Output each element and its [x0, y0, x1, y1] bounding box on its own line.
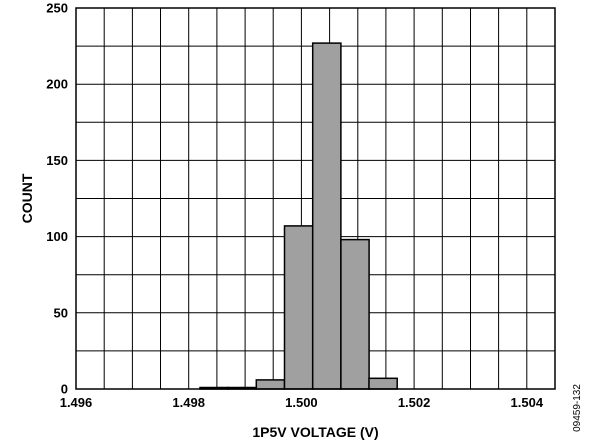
histogram-bar [368, 377, 398, 390]
figure-id: 09459-132 [572, 384, 583, 432]
x-tick-label: 1.504 [511, 395, 544, 410]
x-tick-labels: 1.496 1.498 1.500 1.502 1.504 [60, 395, 544, 410]
x-tick-label: 1.496 [60, 395, 93, 410]
x-tick-label: 1.502 [398, 395, 431, 410]
y-tick-label: 250 [46, 1, 68, 16]
histogram-bar [283, 225, 314, 390]
histogram-bar [311, 42, 342, 390]
y-tick-labels: 0 50 100 150 200 250 [46, 1, 68, 397]
y-tick-label: 100 [46, 229, 68, 244]
y-tick-label: 150 [46, 153, 68, 168]
x-tick-label: 1.498 [172, 395, 205, 410]
y-tick-label: 200 [46, 77, 68, 92]
x-axis-title: 1P5V VOLTAGE (V) [252, 424, 378, 440]
histogram-bar [340, 238, 370, 390]
histogram-bar [255, 379, 286, 390]
y-tick-label: 50 [54, 305, 68, 320]
y-axis-title: COUNT [19, 173, 35, 223]
plot-frame [75, 7, 556, 390]
x-tick-label: 1.500 [285, 395, 318, 410]
y-tick-label: 0 [61, 382, 68, 397]
histogram-bars [199, 42, 398, 390]
